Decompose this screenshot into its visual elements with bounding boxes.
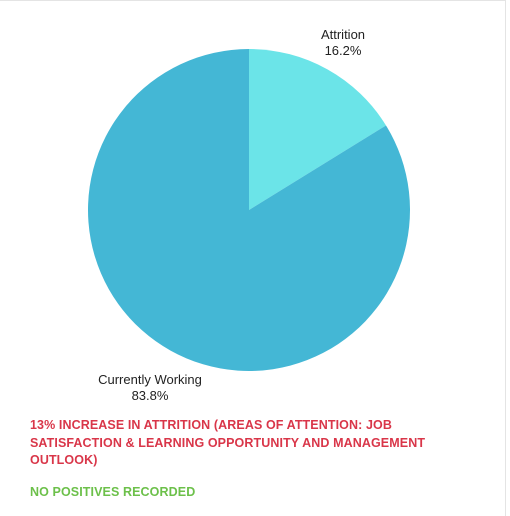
slice-value-label: 16.2% — [325, 43, 362, 58]
slice-value-label: 83.8% — [132, 388, 169, 403]
positives-note: NO POSITIVES RECORDED — [30, 485, 196, 499]
slice-label: Attrition — [321, 27, 365, 42]
pie-slice-currently-working — [87, 49, 410, 372]
slice-label: Currently Working — [98, 372, 202, 387]
pie-slice-attrition — [249, 49, 387, 210]
attrition-alert-note: 13% INCREASE IN ATTRITION (AREAS OF ATTE… — [30, 418, 426, 467]
